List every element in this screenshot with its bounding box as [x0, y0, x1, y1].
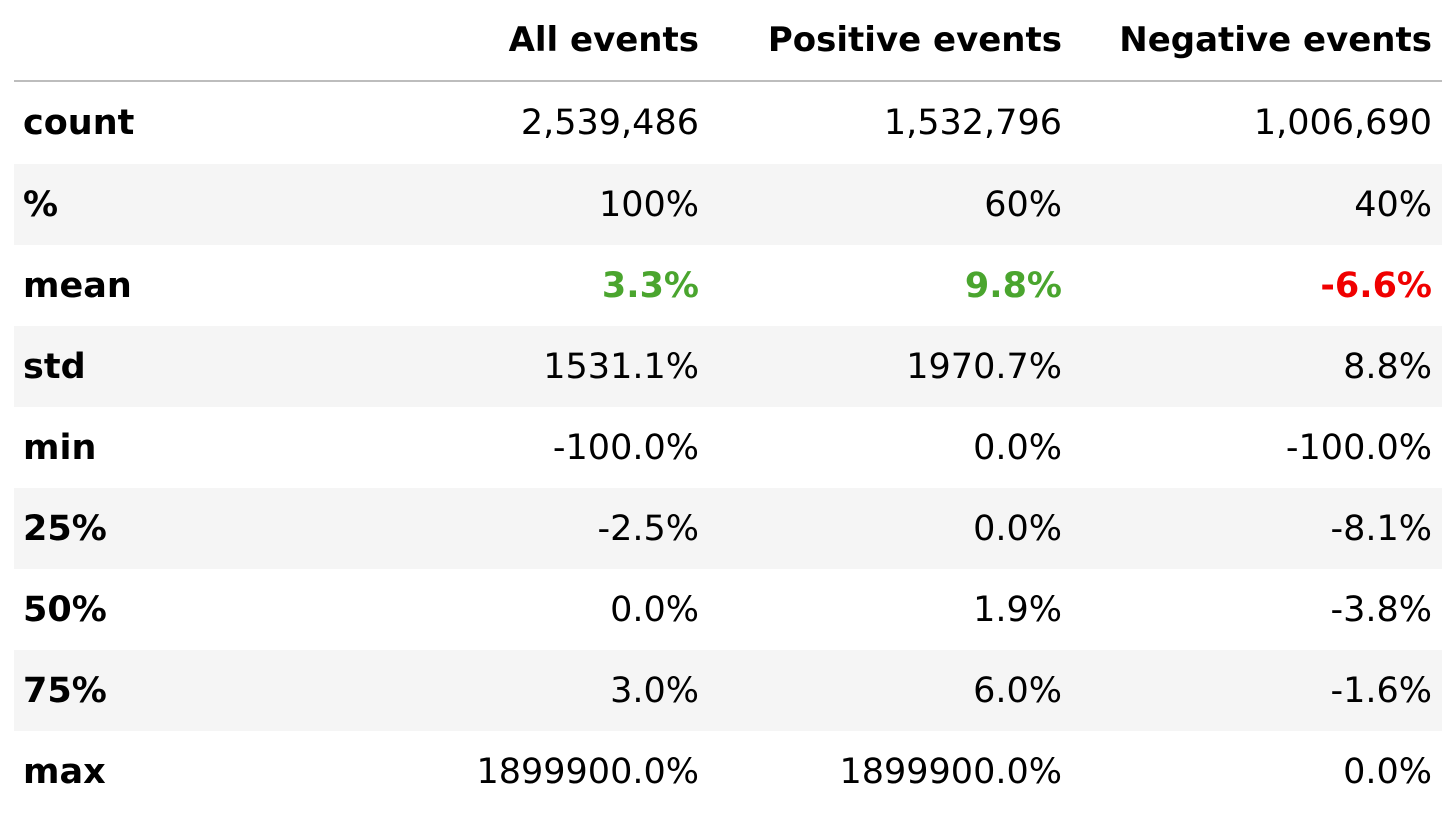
cell-all-events: -100.0% [552, 427, 699, 468]
cell-all-events: 3.0% [344, 650, 709, 731]
table-row-std: std 1531.1% 1970.7% 8.8% [14, 326, 1442, 407]
cell-all-events: -2.5% [344, 488, 709, 569]
table-row-min: min -100.0% 0.0% -100.0% [14, 407, 1442, 488]
cell-negative-events: -100.0% [1285, 427, 1432, 468]
row-label: 75% [14, 650, 344, 731]
cell-positive-events-mean-positive: 9.8% [964, 265, 1062, 306]
cell-negative-events: 1,006,690 [1253, 103, 1432, 143]
cell-positive-events: 0.0% [973, 427, 1062, 468]
cell-negative-events: -1.6% [1072, 650, 1442, 731]
header-positive-events: Positive events [709, 0, 1072, 82]
table-row-count: count 2,539,486 1,532,796 1,006,690 [14, 81, 1442, 164]
cell-positive-events: 1899900.0% [839, 751, 1062, 792]
table-row-75-percentile: 75% 3.0% 6.0% -1.6% [14, 650, 1442, 731]
cell-negative-events: 0.0% [1343, 751, 1432, 792]
cell-positive-events: 60% [709, 164, 1072, 245]
cell-negative-events: 40% [1072, 164, 1442, 245]
table-row-max: max 1899900.0% 1899900.0% 0.0% [14, 731, 1442, 812]
cell-negative-events-mean-negative: -6.6% [1320, 265, 1432, 306]
cell-negative-events: 8.8% [1072, 326, 1442, 407]
cell-positive-events: 1970.7% [709, 326, 1072, 407]
cell-positive-events: 1.9% [973, 589, 1062, 630]
row-label: std [14, 326, 344, 407]
table-header: All events Positive events Negative even… [14, 0, 1442, 82]
row-label: 25% [14, 488, 344, 569]
cell-all-events: 0.0% [610, 589, 699, 630]
header-row: All events Positive events Negative even… [14, 0, 1442, 82]
row-label: min [23, 427, 97, 468]
row-label: % [14, 164, 344, 245]
table-body: count 2,539,486 1,532,796 1,006,690 % 10… [14, 81, 1442, 812]
cell-all-events: 100% [344, 164, 709, 245]
cell-all-events: 2,539,486 [520, 103, 699, 143]
cell-positive-events: 0.0% [709, 488, 1072, 569]
row-label: count [23, 103, 135, 143]
table-row-50-percentile: 50% 0.0% 1.9% -3.8% [14, 569, 1442, 650]
header-all-events: All events [344, 0, 709, 82]
cell-positive-events: 1,532,796 [883, 103, 1062, 143]
cell-negative-events: -8.1% [1072, 488, 1442, 569]
row-label: 50% [23, 589, 107, 630]
table-row-mean: mean 3.3% 9.8% -6.6% [14, 245, 1442, 326]
cell-all-events: 1899900.0% [476, 751, 699, 792]
table-row-25-percentile: 25% -2.5% 0.0% -8.1% [14, 488, 1442, 569]
row-label: mean [23, 265, 132, 306]
table-row-percent: % 100% 60% 40% [14, 164, 1442, 245]
summary-statistics-table: All events Positive events Negative even… [14, 0, 1442, 812]
header-negative-events: Negative events [1072, 0, 1442, 82]
cell-all-events: 1531.1% [344, 326, 709, 407]
header-corner [14, 0, 344, 82]
cell-all-events-mean-positive: 3.3% [601, 265, 699, 306]
row-label: max [23, 751, 106, 792]
cell-negative-events: -3.8% [1330, 589, 1432, 630]
cell-positive-events: 6.0% [709, 650, 1072, 731]
